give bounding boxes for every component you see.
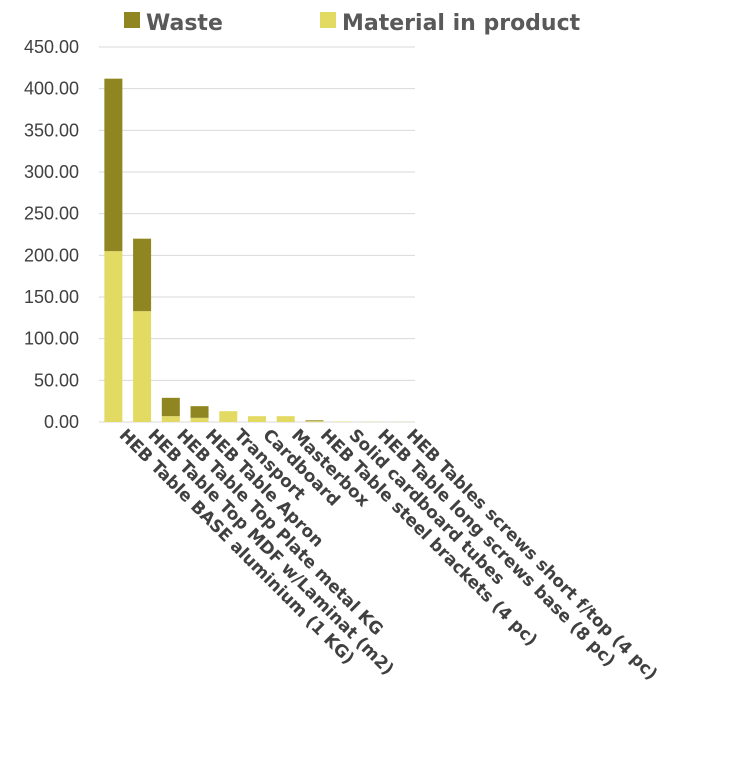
bar-material-in-product	[133, 311, 152, 422]
y-tick-label: 150.00	[24, 287, 79, 307]
bar-material-in-product	[190, 417, 209, 422]
gridlines	[99, 46, 415, 423]
bar-waste	[133, 238, 152, 312]
bar-material-in-product	[219, 411, 238, 422]
y-tick-label: 0.00	[44, 412, 79, 432]
bar-material-in-product	[248, 416, 266, 422]
bar-material-in-product	[305, 421, 324, 422]
legend-label-material-in-product: Material in product	[342, 11, 581, 36]
legend-label-waste: Waste	[146, 11, 223, 36]
x-axis-tick-labels: HEB Table BASE aluminium (1 KG)HEB Table…	[115, 425, 661, 684]
y-tick-label: 250.00	[24, 204, 79, 224]
y-tick-label: 200.00	[24, 245, 79, 265]
bar-waste	[161, 397, 180, 417]
bar-waste	[104, 78, 123, 252]
legend: Waste Material in product	[124, 11, 581, 36]
y-tick-label: 400.00	[24, 79, 79, 99]
bars	[104, 78, 410, 422]
y-tick-label: 50.00	[34, 370, 79, 390]
bar-material-in-product	[161, 416, 180, 422]
y-tick-label: 300.00	[24, 162, 79, 182]
y-tick-label: 350.00	[24, 120, 79, 140]
bar-material-in-product	[104, 251, 123, 422]
legend-swatch-material-in-product	[320, 12, 336, 28]
y-tick-label: 450.00	[24, 37, 79, 57]
y-tick-label: 100.00	[24, 329, 79, 349]
bar-material-in-product	[276, 416, 295, 422]
bar-waste	[190, 406, 209, 418]
legend-swatch-waste	[124, 12, 140, 28]
y-axis-tick-labels: 0.00 50.00 100.00 150.00 200.00 250.00 300.00 3…	[24, 37, 79, 432]
bar-waste	[305, 420, 324, 422]
x-tick-label: HEB Table long screws base (8 pc)	[373, 425, 619, 671]
